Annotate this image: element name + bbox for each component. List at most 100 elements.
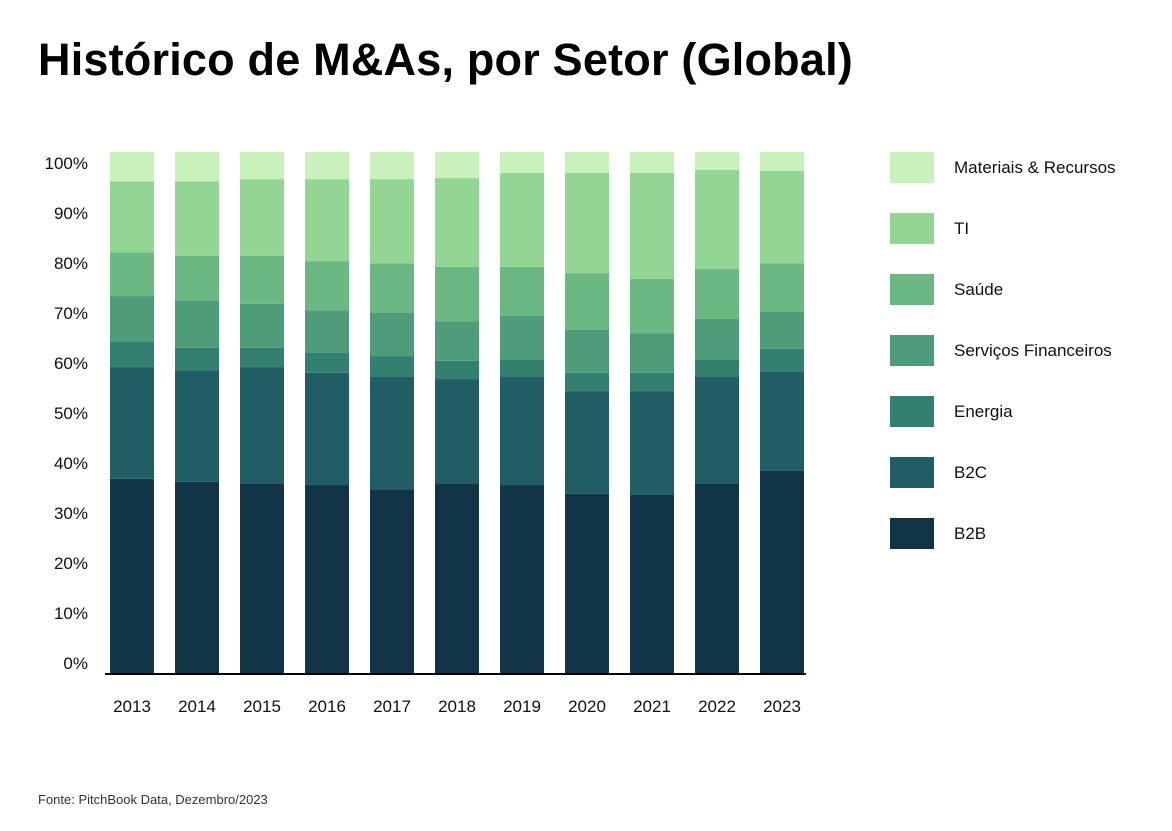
bar-segment-servi-os-financeiros	[760, 311, 804, 349]
bar-segment-b2c	[565, 391, 609, 494]
bar-segment-ti	[760, 170, 804, 264]
bar-segment-sa-de	[500, 266, 544, 316]
bar-segment-sa-de	[370, 263, 414, 313]
bar-segment-b2b	[500, 485, 544, 674]
bar-segment-energia	[695, 359, 739, 377]
y-tick-label: 100%	[45, 154, 88, 173]
bar-segment-b2c	[110, 367, 154, 479]
bar-segment-energia	[110, 342, 154, 368]
y-tick-label: 40%	[54, 454, 88, 473]
bar-segment-ti	[370, 179, 414, 264]
bar-segment-sa-de	[630, 278, 674, 334]
x-tick-label: 2017	[373, 697, 411, 716]
bar-segment-energia	[760, 348, 804, 372]
bar-segment-materiais-recursos	[175, 152, 219, 182]
bar-segment-servi-os-financeiros	[240, 303, 284, 348]
legend-label: Materiais & Recursos	[954, 158, 1116, 177]
bar-segment-energia	[565, 372, 609, 392]
x-tick-label: 2020	[568, 697, 606, 716]
x-tick-label: 2013	[113, 697, 151, 716]
bar-segment-servi-os-financeiros	[630, 333, 674, 373]
bar-segment-energia	[500, 359, 544, 377]
y-tick-label: 30%	[54, 504, 88, 523]
bar-segment-ti	[110, 181, 154, 253]
bar-segment-servi-os-financeiros	[175, 300, 219, 348]
bar-segment-materiais-recursos	[305, 152, 349, 180]
bar-segment-servi-os-financeiros	[305, 310, 349, 353]
legend-label: Saúde	[954, 280, 1003, 299]
bar-segment-b2c	[175, 370, 219, 482]
bar-segment-materiais-recursos	[695, 152, 739, 170]
y-tick-label: 80%	[54, 254, 88, 273]
bar-segment-servi-os-financeiros	[110, 296, 154, 343]
bar-segment-energia	[240, 347, 284, 368]
legend-swatch	[890, 213, 934, 244]
bar-segment-materiais-recursos	[500, 152, 544, 173]
x-tick-label: 2015	[243, 697, 281, 716]
x-tick-label: 2014	[178, 697, 216, 716]
legend-label: B2B	[954, 524, 986, 543]
bar-segment-b2c	[630, 391, 674, 495]
bar-segment-b2b	[695, 483, 739, 674]
y-tick-label: 50%	[54, 404, 88, 423]
bar-segment-b2c	[435, 379, 479, 484]
bar-segment-materiais-recursos	[240, 152, 284, 180]
bar-segment-b2b	[630, 494, 674, 674]
bar-segment-b2c	[370, 376, 414, 490]
bar-segment-ti	[305, 179, 349, 262]
bar-segment-b2b	[565, 493, 609, 674]
legend-swatch	[890, 335, 934, 366]
y-tick-label: 60%	[54, 354, 88, 373]
y-tick-label: 10%	[54, 604, 88, 623]
bar-segment-b2c	[305, 372, 349, 486]
legend-label: B2C	[954, 463, 987, 482]
bar-segment-materiais-recursos	[370, 152, 414, 180]
bar-segment-sa-de	[240, 255, 284, 304]
bar-segment-materiais-recursos	[435, 152, 479, 179]
bar-segment-ti	[435, 178, 479, 267]
legend-swatch	[890, 518, 934, 549]
bar-segment-energia	[435, 360, 479, 380]
legend-label: TI	[954, 219, 969, 238]
bar-segment-sa-de	[175, 255, 219, 301]
legend-swatch	[890, 274, 934, 305]
bar-segment-materiais-recursos	[630, 152, 674, 173]
bar-segment-b2b	[175, 481, 219, 674]
bar-segment-b2c	[760, 371, 804, 471]
bar-segment-servi-os-financeiros	[370, 312, 414, 357]
bar-segment-b2b	[240, 483, 284, 674]
bar-segment-sa-de	[760, 263, 804, 312]
bar-segment-b2c	[500, 376, 544, 486]
legend-swatch	[890, 152, 934, 183]
bar-segment-servi-os-financeiros	[695, 319, 739, 360]
y-tick-label: 70%	[54, 304, 88, 323]
x-tick-label: 2023	[763, 697, 801, 716]
bar-segment-energia	[630, 372, 674, 392]
x-tick-label: 2016	[308, 697, 346, 716]
bar-segment-materiais-recursos	[565, 152, 609, 173]
x-tick-label: 2022	[698, 697, 736, 716]
y-tick-label: 20%	[54, 554, 88, 573]
bar-segment-b2c	[240, 367, 284, 484]
bar-segment-b2b	[370, 489, 414, 674]
bar-segment-b2b	[110, 478, 154, 674]
legend-swatch	[890, 396, 934, 427]
bar-segment-ti	[500, 172, 544, 267]
legend-label: Energia	[954, 402, 1013, 421]
bar-segment-servi-os-financeiros	[500, 315, 544, 360]
bar-segment-materiais-recursos	[760, 152, 804, 171]
source-note: Fonte: PitchBook Data, Dezembro/2023	[38, 792, 268, 807]
bar-segment-b2c	[695, 376, 739, 484]
bar-segment-sa-de	[110, 252, 154, 297]
bar-segment-ti	[695, 169, 739, 269]
bar-segment-sa-de	[695, 268, 739, 320]
legend-swatch	[890, 457, 934, 488]
legend-label: Serviços Financeiros	[954, 341, 1112, 360]
bar-segment-ti	[175, 181, 219, 256]
bar-segment-energia	[175, 347, 219, 371]
bar-segment-energia	[370, 356, 414, 377]
bar-segment-sa-de	[305, 261, 349, 311]
x-tick-label: 2021	[633, 697, 671, 716]
bar-segment-b2b	[305, 485, 349, 674]
